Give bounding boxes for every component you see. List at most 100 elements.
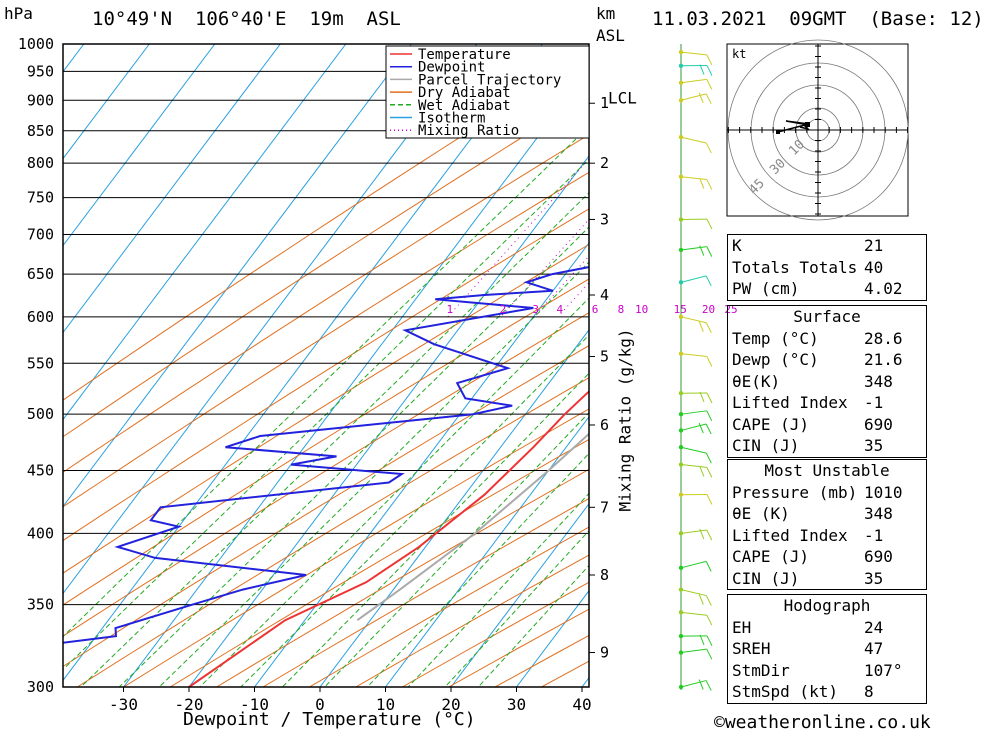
totals-value: 40 [864,257,884,277]
mixing-ratio-label: 10 [635,303,648,316]
mu-cin-value: 35 [864,568,884,588]
hodograph-trace [777,120,811,133]
pressure-tick-label: 450 [27,461,54,479]
wind-barb-shaft [680,51,707,56]
mixing-ratio-label: 4 [557,303,564,316]
legend-box [385,45,590,139]
temperature-tick-label: -30 [109,695,138,714]
dry-adiabat-line [63,312,589,637]
parcel-trajectory-profile [356,432,589,622]
legend-entry: Wet Adiabat [418,98,511,114]
wind-barb-flag [706,79,713,90]
height-tick-label: 5 [600,348,609,366]
weatheronline-link[interactable]: ©weatheronline.co.uk [714,712,931,733]
mu-pressure-label: Pressure (mb) [732,482,858,502]
hodograph-marker [776,130,780,134]
wind-barb-shaft [680,560,707,569]
wind-barb-shaft [680,648,707,654]
pressure-tick-label: 950 [27,62,54,80]
pressure-tick-label: 650 [27,265,54,283]
pressure-tick-label: 750 [27,189,54,207]
surface-heading: Surface [728,305,926,328]
temperature-tick-label: -10 [240,695,269,714]
wind-barb-flag [699,64,705,75]
legend-entry: Temperature [418,47,511,63]
mixing-ratio-label: 2 [500,303,507,316]
mu-cin-label: CIN (J) [732,568,800,588]
dry-adiabat-line [77,377,589,687]
surface-thetae-label: θE(K) [732,371,781,391]
wind-barb-shaft [680,529,707,534]
most-unstable-heading: Most Unstable [728,459,926,482]
plot-frame [62,43,590,688]
wind-barb-flag [698,321,704,332]
mu-pressure-value: 1010 [864,482,903,502]
wind-barb-flag [706,529,713,541]
pressure-tick-label: 700 [27,225,54,243]
dry-adiabat-line [63,278,589,606]
wind-barb-shaft [680,446,707,454]
height-tick-label: 7 [600,498,609,516]
hodograph-marker [805,122,810,127]
wind-barb-shaft [680,176,707,181]
wind-barb-station [678,98,684,103]
wind-barb-flag [699,391,705,403]
wind-barb-shaft [680,464,707,468]
wet-adiabat-line [199,297,589,687]
pw-label: PW (cm) [732,279,800,298]
mixing-ratio-label: 3 [532,303,539,316]
wind-barb-flag [705,680,712,691]
stmspd-value: 8 [864,682,874,701]
surface-cape-value: 690 [864,414,893,434]
isotherm-line [63,44,478,595]
wind-barb-flag [699,634,705,646]
height-tick-label: 1 [600,94,609,112]
hodograph-heading: Hodograph [728,594,926,617]
stmdir-label: StmDir [732,660,790,680]
wind-barb-shaft [680,423,707,431]
mixing-ratio-line [533,255,589,318]
dry-adiabat-line [262,497,589,687]
wind-barb-shaft [680,93,707,101]
mixing-ratio-label: 20 [702,303,715,316]
wind-barb-flag [698,422,704,434]
wind-barb-shaft [680,78,707,84]
mu-cape-label: CAPE (J) [732,547,810,566]
temperature-tick-label: 20 [441,695,460,714]
height-tick-label: 4 [600,286,609,304]
legend-entry: Isotherm [418,111,485,127]
isotherm-line [63,44,150,160]
wind-barb-shaft [680,275,707,283]
isotherm-line [123,68,589,687]
most-unstable-panel: Most Unstable Pressure (mb) 1010 θE (K) 34… [727,459,927,590]
temperature-profile [188,390,589,687]
wind-barb-flag [705,275,712,287]
dry-adiabat-line [123,408,589,687]
hpa-unit-label: hPa [4,4,33,23]
isotherm-line [0,44,18,687]
surface-cape-label: CAPE (J) [732,414,810,434]
height-tick-label: 9 [600,644,609,662]
asl-label: ASL [596,26,625,45]
wind-barb-flag [706,392,713,404]
height-tick-label: 8 [600,566,609,584]
wind-barb-flag [699,245,705,256]
wind-barb-shaft [680,611,707,616]
isotherm-line [450,502,589,687]
wind-barb-flag [698,594,704,605]
stmdir-value: 107° [864,660,903,680]
mixing-ratio-axis-title: Mixing Ratio (g/kg) [615,328,635,512]
legend-entry: Dry Adiabat [418,85,511,101]
wind-barb-flag [706,467,713,478]
eh-value: 24 [864,617,884,637]
surface-panel: Surface Temp (°C) 28.6 Dewp (°C) 21.6 θE(K… [727,305,927,458]
wind-barb-shaft [680,410,707,415]
height-tick-label: 2 [600,154,609,172]
surface-li-label: Lifted Index [732,393,848,412]
wind-barb-flag [706,65,713,76]
mixing-ratio-label: 6 [592,303,599,316]
height-tick-label: 6 [600,416,609,434]
wind-barb-shaft [680,136,707,144]
location-title: 10°49'N 106°40'E 19m ASL [92,8,401,30]
mu-li-value: -1 [864,525,884,545]
